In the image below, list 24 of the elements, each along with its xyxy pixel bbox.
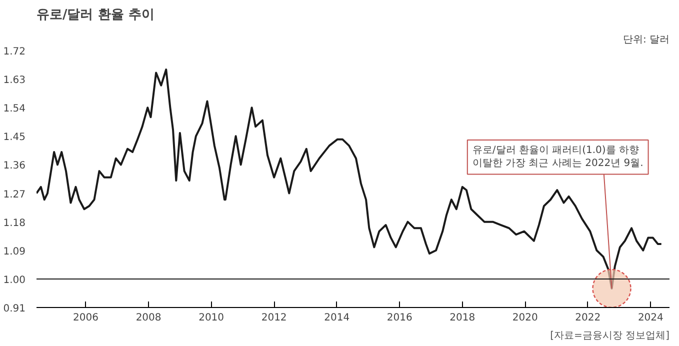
y-tick-label: 1.54 [3,104,26,115]
x-tick-label: 2008 [136,312,162,324]
y-tick-label: 1.18 [3,218,26,229]
x-tick-label: 2014 [324,312,350,324]
y-tick-label: 1.00 [3,274,26,286]
x-tick-label: 2022 [575,312,601,324]
x-tick-label: 2018 [450,312,476,324]
y-tick-label: 1.36 [3,160,26,172]
chart-title: 유로/달러 환율 추이 [36,8,154,22]
x-tick-label: 2012 [261,312,287,324]
x-tick-label: 2020 [512,312,538,324]
annotation: 유로/달러 환율이 패러티(1.0)를 하향 이탈한 가장 최근 사례는 2022년 9월. [472,145,644,170]
y-tick-label: 1.09 [3,246,26,258]
x-tick-label: 2010 [198,312,224,324]
x-tick-label: 2024 [638,312,664,324]
x-tick-label: 2016 [386,312,412,324]
text: [자료=금융시장 정보업체] [550,330,670,342]
y-tick-label: 0.91 [3,304,26,314]
y-tick-label: 1.27 [3,189,26,200]
y-tick-label: 1.72 [3,46,26,58]
y-axis-title: 단위: 달러 [622,34,670,46]
y-tick-label: 1.45 [3,132,26,144]
x-tick-label: 2006 [73,312,98,324]
y-tick-label: 1.63 [3,75,26,86]
